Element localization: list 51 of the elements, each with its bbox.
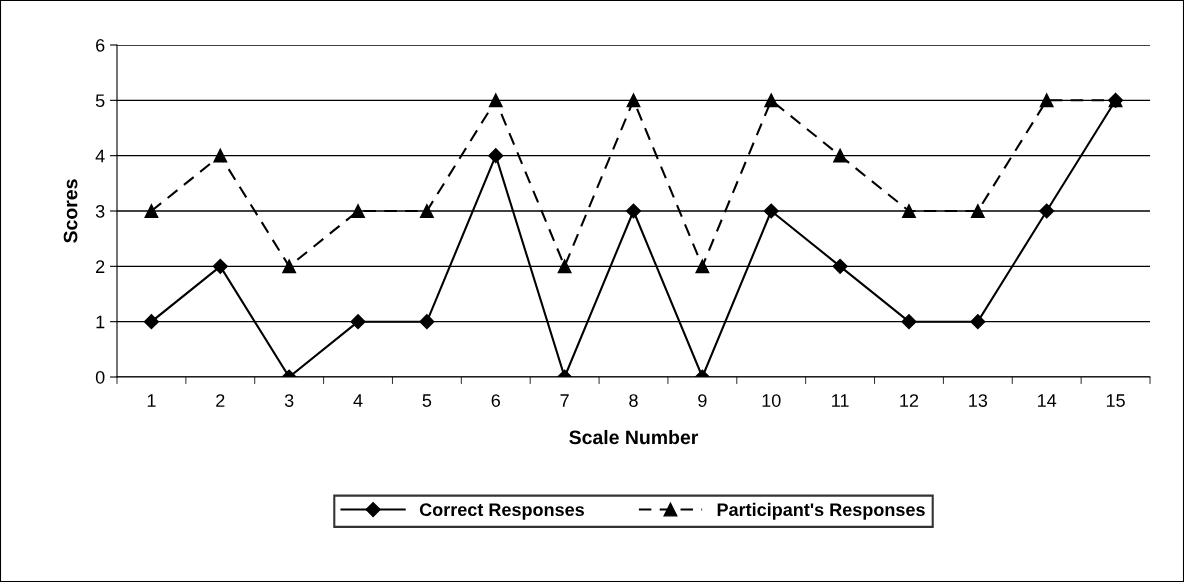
x-tick-label: 15 xyxy=(1106,394,1125,407)
point xyxy=(350,314,366,330)
y-tick-label: 4 xyxy=(95,149,105,163)
x-tick-label: 10 xyxy=(762,394,781,407)
point xyxy=(144,204,159,218)
y-tick-label: 0 xyxy=(95,370,105,384)
y-tick-label: 5 xyxy=(95,94,105,108)
point xyxy=(970,204,985,218)
x-axis-title: Scale Number xyxy=(569,429,699,445)
x-tick-label: 4 xyxy=(353,394,363,407)
x-tick-label: 7 xyxy=(560,394,569,407)
x-tick-label: 3 xyxy=(284,394,294,407)
point xyxy=(1039,203,1055,219)
point xyxy=(832,258,848,274)
point xyxy=(143,314,160,330)
point xyxy=(1039,93,1054,108)
point xyxy=(419,204,434,218)
point xyxy=(419,314,435,330)
x-tick-label: 5 xyxy=(422,394,432,407)
x-tick-label: 14 xyxy=(1038,394,1057,407)
point xyxy=(212,258,228,274)
x-tick-label: 6 xyxy=(491,394,500,407)
legend-label: Participant's Responses xyxy=(717,502,925,520)
point xyxy=(351,204,365,218)
x-tick-label: 12 xyxy=(900,394,919,407)
point xyxy=(970,314,986,330)
point xyxy=(626,93,641,108)
point xyxy=(488,93,503,108)
point xyxy=(695,259,710,274)
y-axis-title: Scores xyxy=(63,179,78,243)
y-tick-label: 1 xyxy=(96,315,105,329)
point xyxy=(488,148,504,164)
x-tick-label: 1 xyxy=(147,394,156,407)
point xyxy=(901,314,917,330)
y-tick-label: 3 xyxy=(95,204,105,218)
y-tick-label: 2 xyxy=(96,260,105,273)
point xyxy=(833,148,848,163)
point xyxy=(763,203,779,219)
x-tick-label: 13 xyxy=(969,394,988,407)
x-tick-label: 9 xyxy=(698,394,707,407)
legend-label: Correct Responses xyxy=(419,503,584,520)
x-tick-label: 2 xyxy=(216,394,225,407)
point xyxy=(625,203,642,219)
y-tick-label: 6 xyxy=(96,38,105,52)
point xyxy=(902,204,916,218)
point xyxy=(213,148,228,163)
x-tick-label: 11 xyxy=(832,394,849,407)
x-tick-label: 8 xyxy=(629,394,638,407)
point xyxy=(764,93,779,108)
point xyxy=(282,259,297,274)
point xyxy=(557,259,572,274)
